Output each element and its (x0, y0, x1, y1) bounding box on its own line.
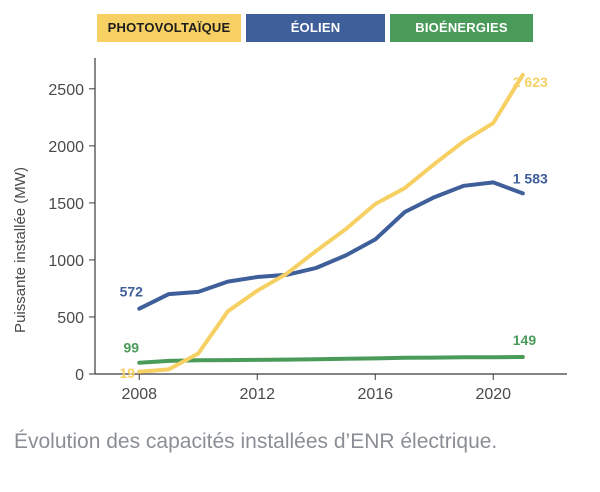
x-tick-label: 2008 (121, 386, 157, 403)
data-labels: 19 2 623 572 1 583 99 149 (119, 74, 548, 381)
x-tick-label: 2012 (239, 386, 275, 403)
x-tick-label: 2020 (475, 386, 511, 403)
x-axis: 2008 2012 2016 2020 (95, 373, 567, 403)
y-tick-label: 0 (75, 367, 84, 384)
data-label-start: 572 (120, 284, 144, 300)
x-tick-label: 2016 (357, 386, 393, 403)
legend-item-photovoltaique[interactable]: PHOTOVOLTAÏQUE (97, 14, 241, 42)
data-label-end: 2 623 (513, 74, 548, 90)
series-bioenergies-line (137, 355, 525, 365)
line-chart: 0 500 1000 1500 2000 2500 2008 2012 2016 2020 Pu… (12, 58, 567, 403)
series-photovoltaique-line (137, 72, 525, 374)
y-axis-label: Puissante installée (MW) (12, 167, 29, 333)
legend-item-eolien[interactable]: ÉOLIEN (246, 14, 385, 42)
data-label-start: 19 (119, 365, 135, 381)
data-label-end: 149 (513, 332, 537, 348)
y-tick-label: 2500 (48, 82, 84, 99)
series-eolien-line (137, 180, 525, 311)
y-axis: 0 500 1000 1500 2000 2500 (48, 58, 96, 384)
data-label-end: 1 583 (513, 170, 548, 186)
data-label-start: 99 (123, 340, 139, 356)
y-tick-label: 1500 (48, 196, 84, 213)
chart-caption: Évolution des capacités installées d’ENR… (14, 430, 498, 453)
y-tick-label: 1000 (48, 253, 84, 270)
y-tick-label: 500 (57, 310, 84, 327)
y-tick-label: 2000 (48, 139, 84, 156)
series-layer (137, 72, 525, 374)
legend-item-bioenergies[interactable]: BIOÉNERGIES (390, 14, 533, 42)
